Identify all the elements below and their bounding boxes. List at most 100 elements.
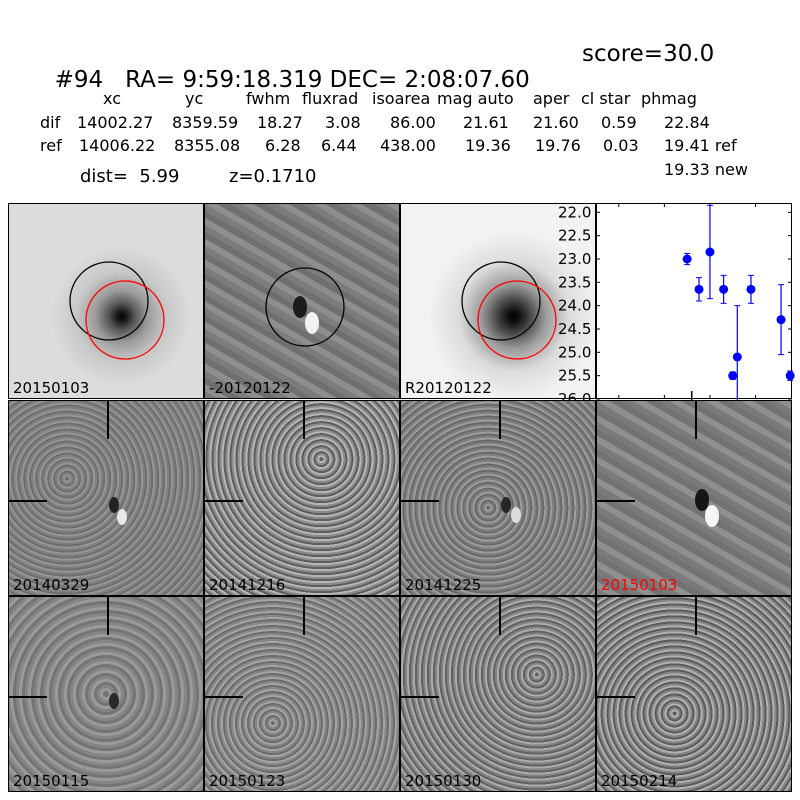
- crosshair-vertical: [303, 597, 305, 635]
- y-tick-label: 22.5: [558, 227, 591, 245]
- stamp-panel-epoch: 20150115: [8, 596, 204, 792]
- residual-bright: [117, 509, 127, 525]
- dipole-bright: [705, 505, 719, 527]
- stamp-label-current: 20150103: [601, 576, 678, 594]
- candidate-id: #94: [54, 67, 104, 93]
- redshift-value: z=0.1710: [229, 166, 317, 187]
- col-yc: yc: [185, 89, 204, 108]
- dif-aper: 21.60: [533, 113, 579, 132]
- dipole-dark: [293, 296, 307, 318]
- plot-frame: [596, 203, 792, 399]
- dipole-bright: [305, 312, 319, 334]
- stamp-label: -20120122: [209, 379, 291, 397]
- data-point: [785, 371, 795, 381]
- residual-dark: [109, 693, 119, 709]
- ref-xc: 14006.22: [79, 136, 156, 155]
- candidate-title: #94 RA= 9:59:18.319 DEC= 2:08:07.60 scor…: [40, 41, 715, 119]
- light-curve-chart: 22.022.523.023.524.024.525.025.526.0-100…: [558, 203, 795, 439]
- ref-aperture-circle: [69, 261, 149, 341]
- data-point: [694, 284, 704, 294]
- crosshair-vertical: [303, 401, 305, 439]
- new-phmag: 19.33 new: [664, 160, 748, 179]
- stamp-panel-epoch: 20141225: [400, 400, 596, 596]
- crosshair-horizontal: [205, 500, 243, 502]
- data-point: [776, 315, 786, 325]
- dif-fwhm: 18.27: [257, 113, 303, 132]
- stamp-panel-difference: -20120122: [204, 203, 400, 399]
- stamp-panel-epoch: 20150123: [204, 596, 400, 792]
- y-tick-label: 24.0: [558, 297, 591, 315]
- data-point: [719, 284, 729, 294]
- crosshair-vertical: [107, 597, 109, 635]
- crosshair-vertical: [499, 401, 501, 439]
- residual-dark: [109, 497, 119, 513]
- row-label-ref: ref: [40, 136, 62, 155]
- col-isoarea: isoarea: [372, 89, 431, 108]
- crosshair-horizontal: [597, 500, 635, 502]
- row-label-dif: dif: [40, 113, 61, 132]
- dif-isoarea: 86.00: [390, 113, 436, 132]
- stamp-panel-science: 20150103: [8, 203, 204, 399]
- stamp-panel-reference: R20120122: [400, 203, 596, 399]
- stamp-panel-epoch: 20150214: [596, 596, 792, 792]
- stamp-panel-epoch: 20150130: [400, 596, 596, 792]
- ref-fwhm: 6.28: [265, 136, 301, 155]
- col-cl-star: cl star: [581, 89, 631, 108]
- y-tick-label: 25.5: [558, 367, 591, 385]
- ref-isoarea: 438.00: [380, 136, 436, 155]
- col-phmag: phmag: [641, 89, 697, 108]
- candidate-coords: RA= 9:59:18.319 DEC= 2:08:07.60: [125, 67, 530, 93]
- data-point: [746, 284, 756, 294]
- y-tick-label: 23.0: [558, 250, 591, 268]
- aperture-circles: [69, 261, 165, 360]
- dif-xc: 14002.27: [77, 113, 154, 132]
- col-fwhm: fwhm: [246, 89, 291, 108]
- stamp-label: 20140329: [13, 576, 90, 594]
- data-point: [732, 352, 742, 362]
- dif-phmag: 22.84: [664, 113, 710, 132]
- data-point: [728, 371, 738, 381]
- residual-dark: [501, 497, 511, 513]
- dif-aperture-circle: [85, 280, 165, 360]
- ref-fluxrad: 6.44: [321, 136, 357, 155]
- ref-yc: 8355.08: [174, 136, 241, 155]
- aperture-circles: [265, 267, 345, 347]
- dif-mag-auto: 21.61: [463, 113, 509, 132]
- stamp-panel-epoch-current: 20150103: [596, 400, 792, 596]
- ref-cl-star: 0.03: [603, 136, 639, 155]
- crosshair-horizontal: [401, 696, 439, 698]
- crosshair-horizontal: [9, 500, 47, 502]
- crosshair-horizontal: [9, 696, 47, 698]
- crosshair-vertical: [695, 401, 697, 439]
- stamp-label: 20150130: [405, 772, 482, 790]
- stamp-label: 20150103: [13, 379, 90, 397]
- light-curve-svg: 22.022.523.023.524.024.525.025.526.0-100…: [558, 203, 795, 439]
- stamp-panel-epoch: 20140329: [8, 400, 204, 596]
- aperture-circles: [461, 261, 557, 360]
- dif-cl-star: 0.59: [601, 113, 637, 132]
- ref-phmag: 19.41 ref: [664, 136, 737, 155]
- col-xc: xc: [103, 89, 121, 108]
- crosshair-vertical: [499, 597, 501, 635]
- stamp-label: 20150123: [209, 772, 286, 790]
- stamp-label: 20150214: [601, 772, 678, 790]
- stamp-label: 20150115: [13, 772, 90, 790]
- data-point: [682, 254, 692, 264]
- dipole-dark: [695, 489, 709, 511]
- crosshair-vertical: [107, 401, 109, 439]
- data-point: [705, 247, 715, 257]
- crosshair-vertical: [695, 597, 697, 635]
- y-tick-label: 22.0: [558, 203, 591, 221]
- ref-aper: 19.76: [535, 136, 581, 155]
- stamp-label: R20120122: [405, 379, 492, 397]
- ref-aperture-circle: [461, 261, 541, 341]
- dif-fluxrad: 3.08: [325, 113, 361, 132]
- col-aper: aper: [533, 89, 570, 108]
- crosshair-horizontal: [401, 500, 439, 502]
- ref-aperture-circle: [265, 267, 345, 347]
- crosshair-horizontal: [205, 696, 243, 698]
- dif-yc: 8359.59: [172, 113, 239, 132]
- crosshair-horizontal: [597, 696, 635, 698]
- y-tick-label: 24.5: [558, 320, 591, 338]
- y-tick-label: 25.0: [558, 343, 591, 361]
